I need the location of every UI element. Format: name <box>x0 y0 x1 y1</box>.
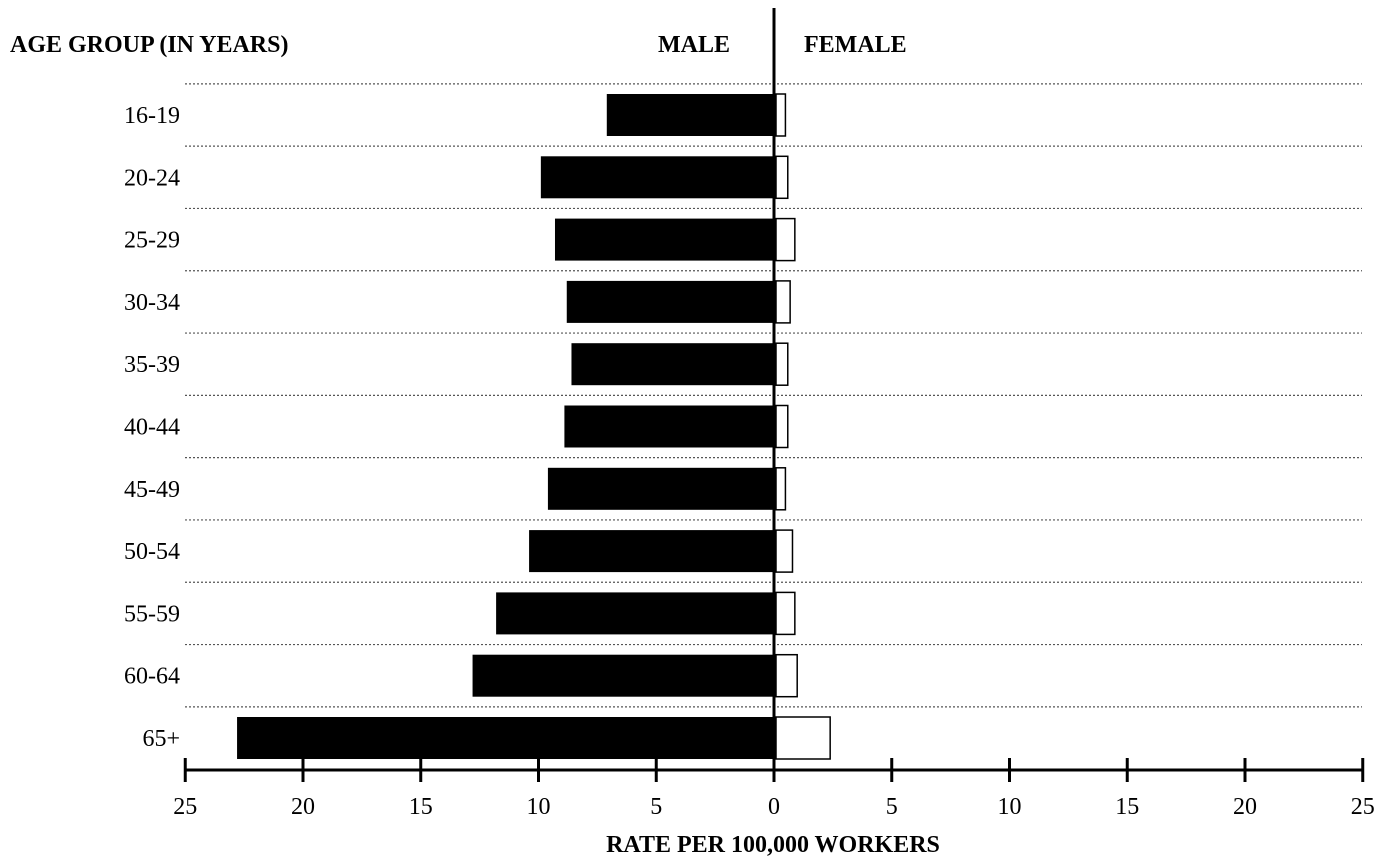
x-axis-title: RATE PER 100,000 WORKERS <box>606 832 940 858</box>
female-bar <box>775 653 798 698</box>
x-tick-label: 25 <box>173 794 197 820</box>
x-tick-label: 20 <box>291 794 315 820</box>
male-bar <box>564 405 774 448</box>
female-bar <box>775 716 831 760</box>
male-bar <box>571 343 774 386</box>
x-tick-label: 5 <box>886 794 898 820</box>
female-bar <box>775 467 787 511</box>
male-bar <box>496 592 774 635</box>
male-bar <box>529 530 774 573</box>
category-label: 35-39 <box>124 352 180 378</box>
category-label: 55-59 <box>124 601 180 627</box>
category-label: 40-44 <box>124 415 180 441</box>
category-label: 16-19 <box>124 103 180 129</box>
x-tick-label: 20 <box>1233 794 1257 820</box>
category-label: 65+ <box>142 726 180 752</box>
category-label: 60-64 <box>124 664 180 690</box>
x-tick-label: 15 <box>409 794 433 820</box>
category-label: 50-54 <box>124 539 180 565</box>
category-label: 25-29 <box>124 228 180 254</box>
x-axis: 25 20 15 10 5 0 5 10 15 20 25 <box>173 8 1375 820</box>
x-tick-label: 25 <box>1351 794 1375 820</box>
x-tick-label: 15 <box>1115 794 1139 820</box>
category-label: 45-49 <box>124 477 180 503</box>
male-bar <box>606 94 774 136</box>
female-bar <box>775 404 789 449</box>
category-labels: 16-19 20-24 25-29 30-34 35-39 40-44 45-49 50-54… <box>124 103 180 752</box>
x-tick-label: 10 <box>998 794 1022 820</box>
male-bar <box>547 467 774 510</box>
x-tick-label: 10 <box>527 794 551 820</box>
category-label: 20-24 <box>124 165 180 191</box>
female-bar <box>775 342 789 386</box>
male-bar <box>540 156 774 199</box>
male-bar <box>554 218 774 261</box>
female-bar <box>775 591 796 636</box>
x-tick-label: 0 <box>768 794 780 820</box>
bars-group <box>237 93 831 760</box>
male-series-label: MALE <box>658 32 730 58</box>
female-bar <box>775 155 789 200</box>
male-bar <box>472 654 774 697</box>
male-bar <box>237 717 774 759</box>
category-axis-title: AGE GROUP (IN YEARS) <box>10 32 288 58</box>
x-tick-label: 5 <box>650 794 662 820</box>
female-series-label: FEMALE <box>804 32 907 58</box>
female-bar <box>775 93 787 137</box>
female-bar <box>775 280 791 324</box>
category-label: 30-34 <box>124 290 180 316</box>
male-bar <box>566 280 774 323</box>
female-bar <box>775 217 796 262</box>
female-bar <box>775 529 794 573</box>
